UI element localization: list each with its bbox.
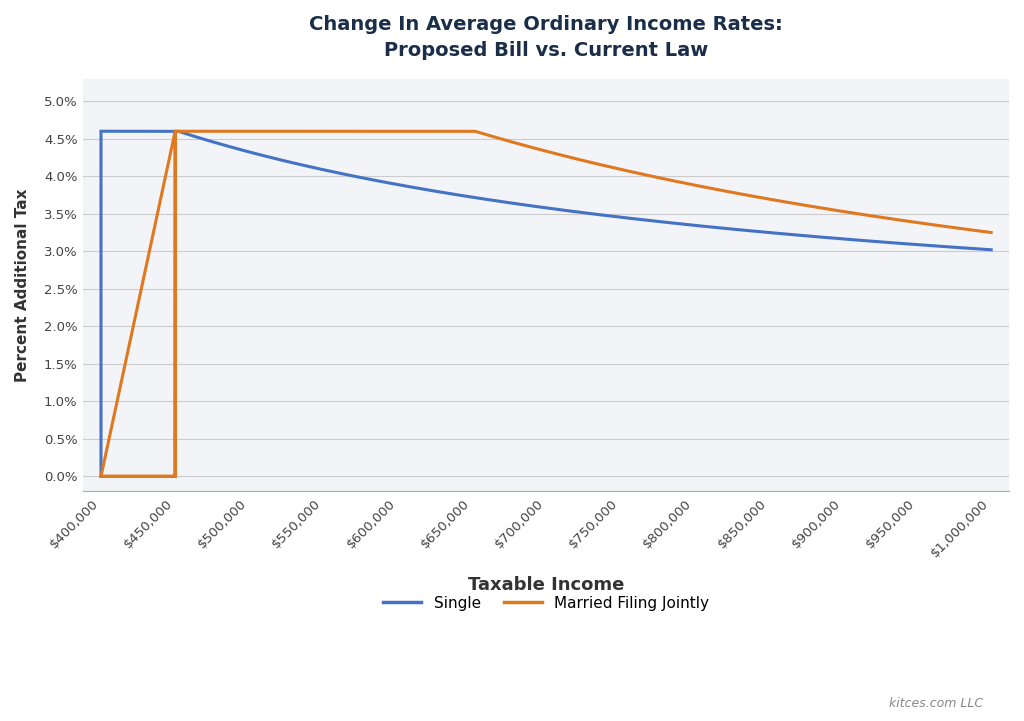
- X-axis label: Taxable Income: Taxable Income: [468, 576, 625, 594]
- Legend: Single, Married Filing Jointly: Single, Married Filing Jointly: [377, 590, 715, 617]
- Text: kitces.com LLC: kitces.com LLC: [889, 697, 983, 710]
- Title: Change In Average Ordinary Income Rates:
Proposed Bill vs. Current Law: Change In Average Ordinary Income Rates:…: [309, 15, 783, 61]
- Y-axis label: Percent Additional Tax: Percent Additional Tax: [15, 188, 30, 382]
